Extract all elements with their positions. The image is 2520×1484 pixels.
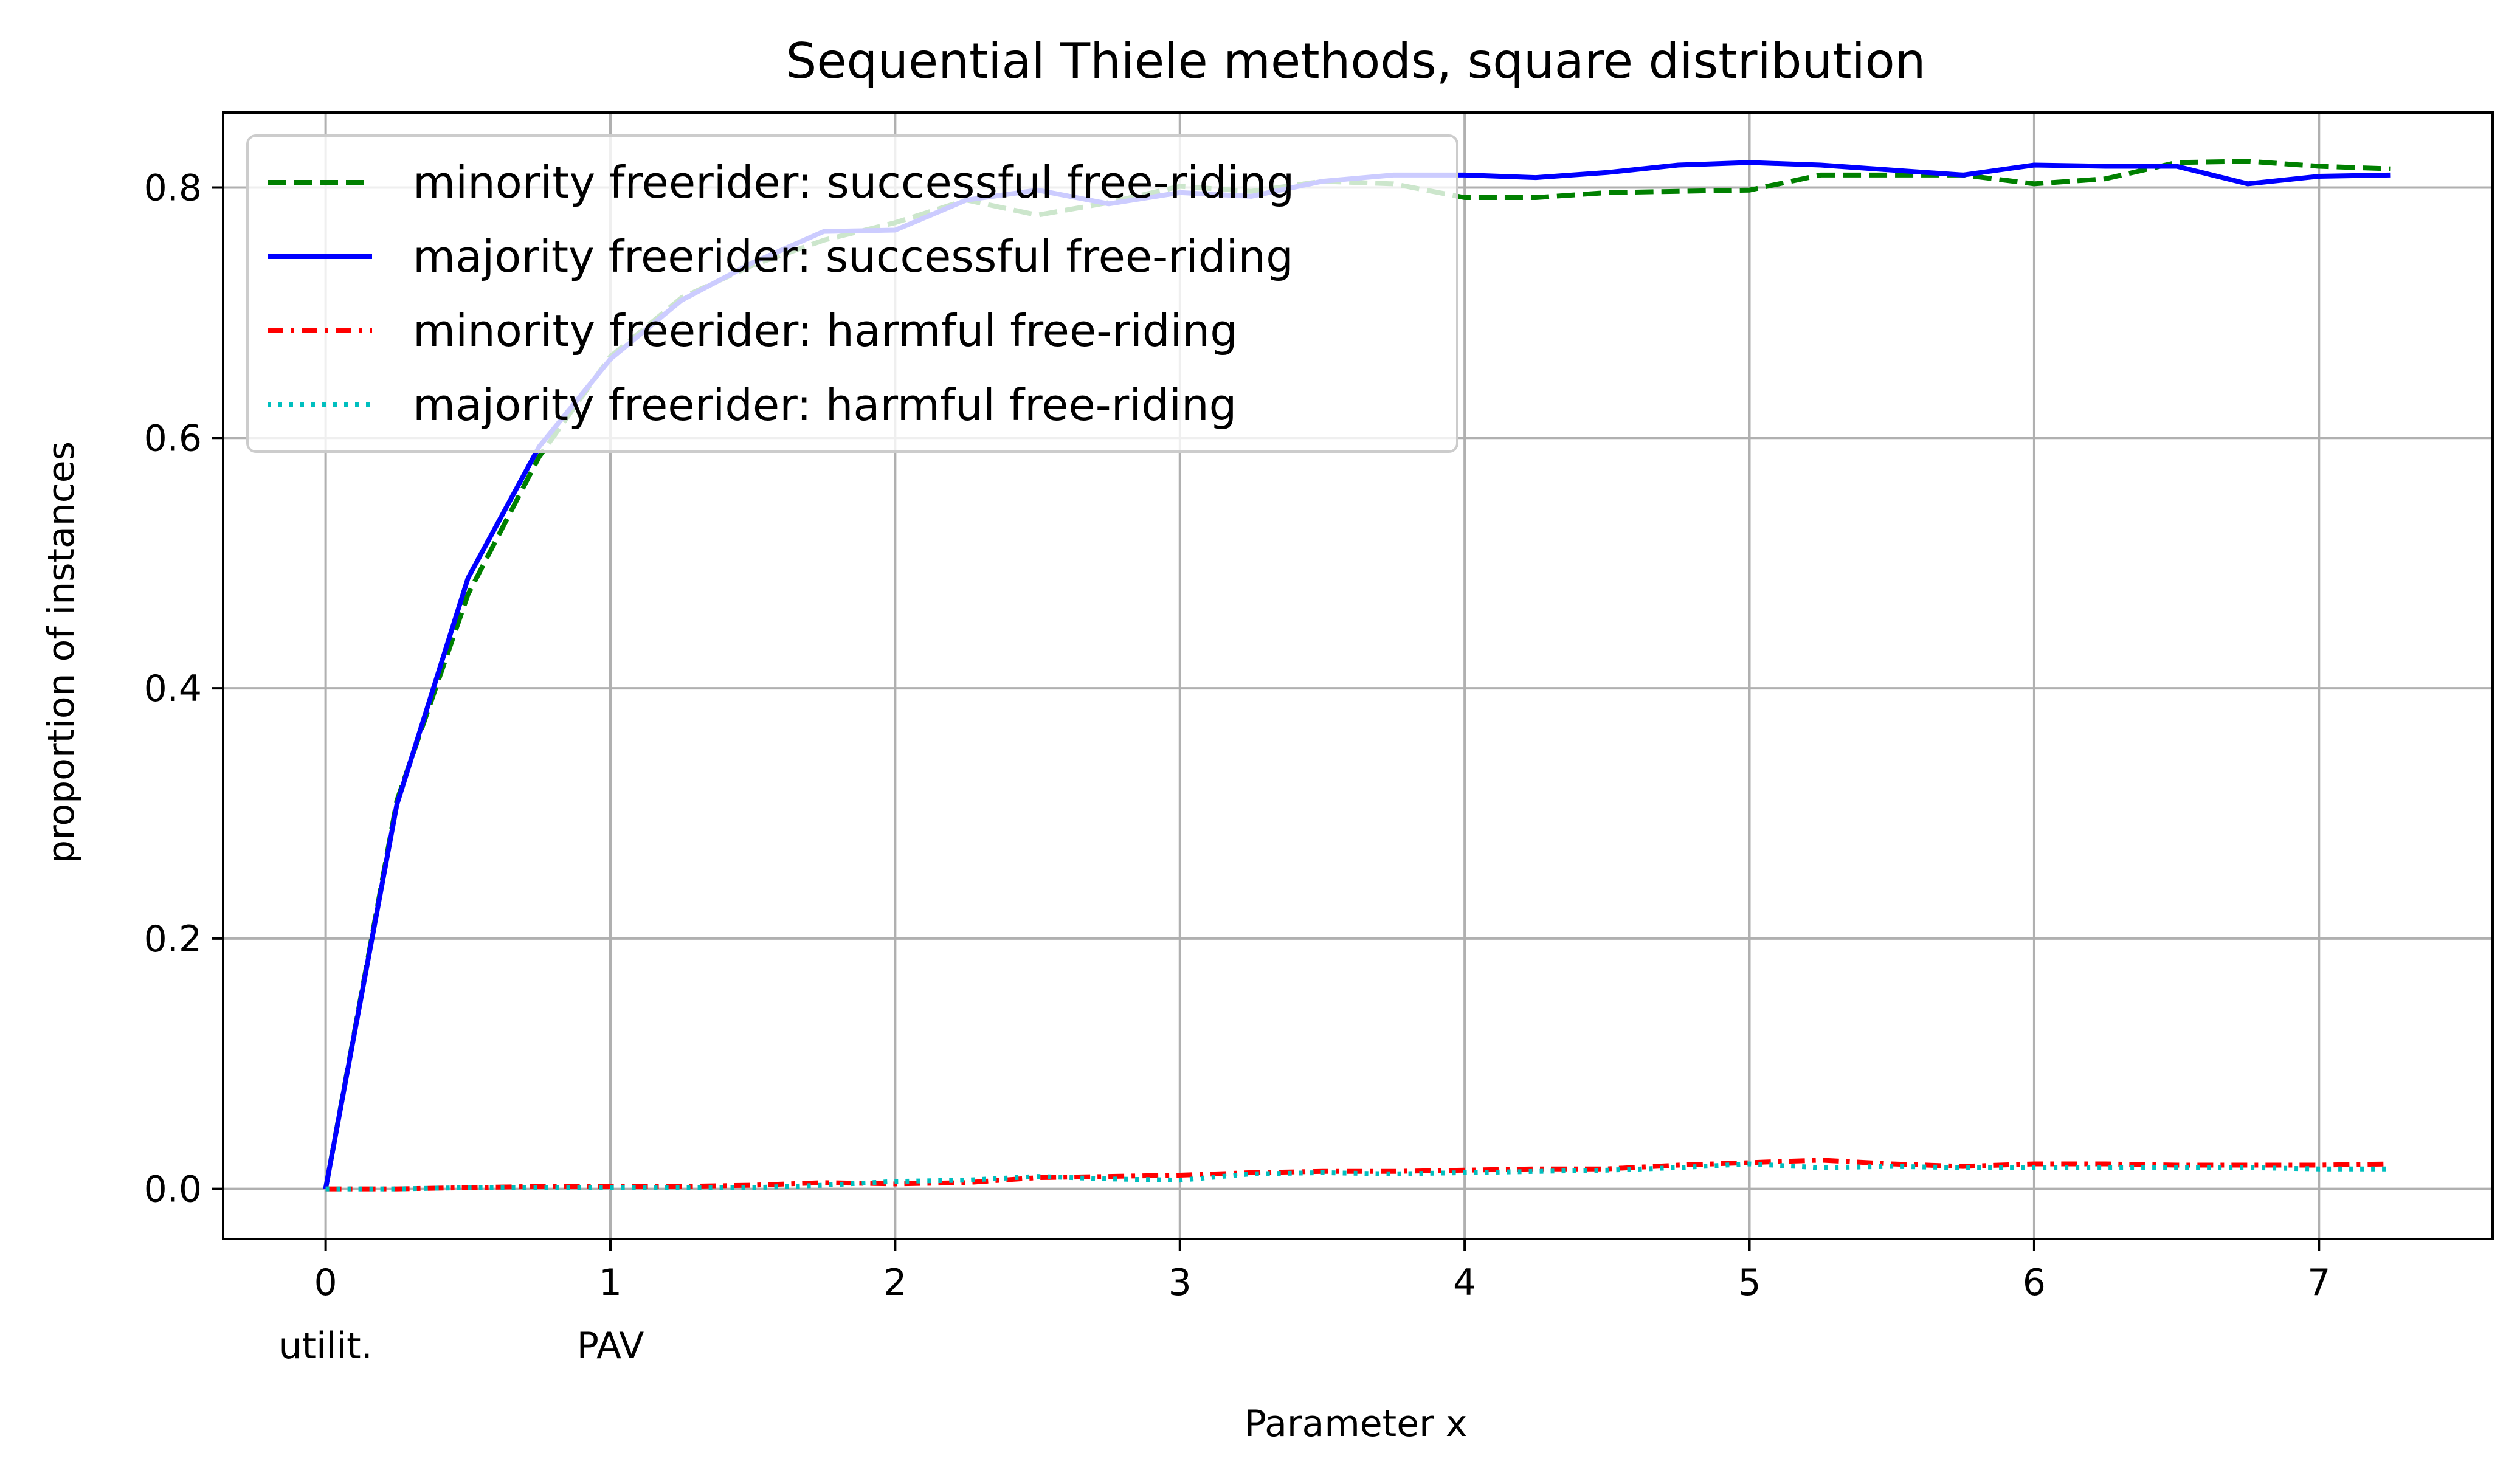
y-tick-label: 0.8 [144, 167, 202, 210]
legend-label-2: majority freerider: successful free-ridi… [413, 231, 1294, 282]
y-axis-label: proportion of instances [40, 441, 83, 863]
legend-label-4: majority freerider: harmful free-riding [413, 379, 1237, 430]
legend-label-3: minority freerider: harmful free-riding [413, 305, 1238, 356]
y-tick-label: 0.6 [144, 417, 202, 460]
x-tick-label: 2 [883, 1261, 906, 1304]
x-tick-label: 5 [1738, 1261, 1761, 1304]
x-tick-label: 7 [2307, 1261, 2330, 1304]
y-tick-label: 0.2 [144, 918, 202, 961]
chart-title: Sequential Thiele methods, square distri… [786, 33, 1926, 89]
x-tick-sublabel: PAV [577, 1325, 644, 1367]
x-tick-label: 0 [314, 1261, 337, 1304]
x-tick-label: 1 [599, 1261, 622, 1304]
x-tick-label: 4 [1453, 1261, 1476, 1304]
series-line-4 [325, 1161, 2391, 1192]
x-tick-sublabel: utilit. [279, 1325, 373, 1367]
plot-frame [222, 111, 2494, 1240]
x-tick-label: 3 [1169, 1261, 1192, 1304]
legend-label-1: minority freerider: successful free-ridi… [413, 157, 1294, 208]
legend: minority freerider: successful free-ridi… [246, 134, 1458, 453]
legend-box [246, 134, 1458, 453]
x-axis-label: Parameter x [1244, 1403, 1468, 1445]
y-tick-label: 0.0 [144, 1168, 202, 1211]
y-tick-label: 0.4 [144, 668, 202, 710]
axes: 0 utilit. 1 PAV 2 3 4 5 6 7 0.0 0.2 0.4 0.6 0.8 [144, 111, 2494, 1367]
x-tick-label: 6 [2023, 1261, 2046, 1304]
series-line-3 [325, 1158, 2391, 1192]
